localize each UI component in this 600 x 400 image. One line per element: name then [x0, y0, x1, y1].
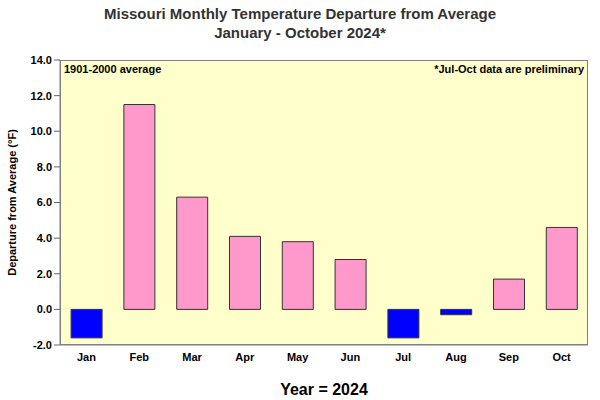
html-text:Missouri Monthly Temperature D: Missouri Monthly Temperature Departure f…	[104, 5, 496, 22]
svg-text:Year = 2024: Year = 2024	[280, 381, 368, 398]
svg-text:Sep: Sep	[499, 351, 519, 363]
svg-text:2.0: 2.0	[37, 268, 52, 280]
html-text:*Jul-Oct data are preliminary: *Jul-Oct data are preliminary	[434, 63, 584, 75]
html-text:1901-2000 average: 1901-2000 average	[64, 63, 162, 75]
svg-text:Feb: Feb	[129, 351, 149, 363]
svg-text:Apr: Apr	[235, 351, 255, 363]
svg-text:14.0: 14.0	[31, 54, 52, 66]
svg-text:12.0: 12.0	[31, 90, 52, 102]
svg-text:-2.0: -2.0	[33, 339, 52, 351]
svg-text:Jan: Jan	[77, 351, 96, 363]
svg-text:0.0: 0.0	[37, 303, 52, 315]
svg-text:Oct: Oct	[552, 351, 571, 363]
svg-text:Jul: Jul	[395, 351, 411, 363]
svg-text:Departure from Average (°F): Departure from Average (°F)	[8, 129, 18, 276]
svg-text:8.0: 8.0	[37, 161, 52, 173]
svg-text:Aug: Aug	[445, 351, 466, 363]
svg-text:6.0: 6.0	[37, 196, 52, 208]
html-text:January - October 2024*: January - October 2024*	[214, 24, 386, 41]
svg-text:Jun: Jun	[341, 351, 361, 363]
svg-text:10.0: 10.0	[31, 125, 52, 137]
svg-text:4.0: 4.0	[37, 232, 52, 244]
svg-text:May: May	[287, 351, 309, 363]
svg-text:Mar: Mar	[182, 351, 202, 363]
